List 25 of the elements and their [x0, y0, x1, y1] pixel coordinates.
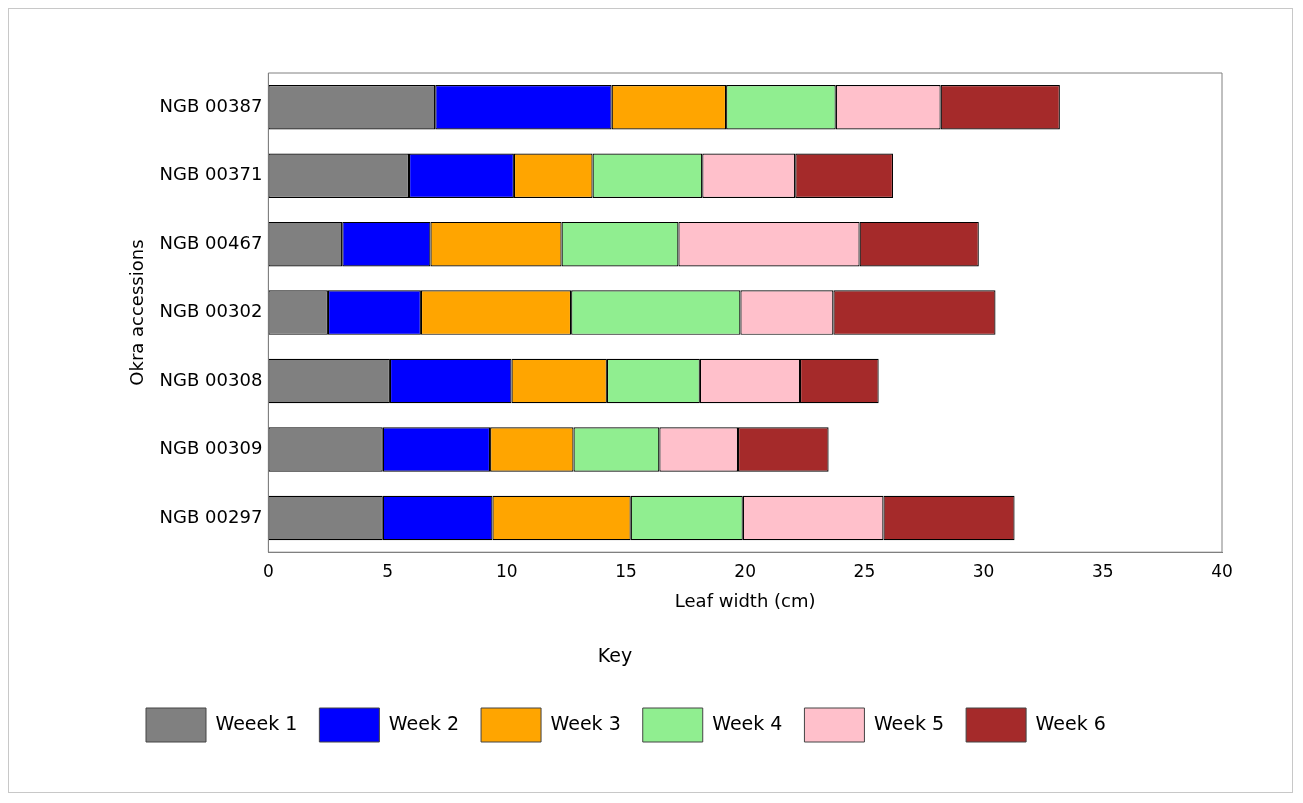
y-tick-label: NGB 00302: [159, 300, 263, 322]
legend-label: Week 6: [1035, 711, 1106, 734]
legend-label: Week 5: [873, 711, 945, 734]
y-tick-label: NGB 00387: [159, 94, 263, 116]
x-tick-label: 0: [262, 560, 274, 581]
legend-label: Week 4: [712, 711, 783, 734]
x-tick-label: 10: [495, 560, 518, 581]
x-tick-label: 40: [1211, 560, 1233, 581]
legend-label: Weeek 1: [215, 711, 298, 734]
x-axis-title: Leaf width (cm): [674, 590, 816, 612]
x-tick-label: 25: [853, 560, 876, 581]
y-tick-label: NGB 00308: [159, 368, 263, 390]
legend-label: Week 3: [550, 711, 621, 734]
x-tick-label: 20: [734, 560, 756, 581]
y-tick-label: NGB 00467: [159, 231, 263, 253]
legend-label: Week 2: [388, 711, 460, 734]
y-axis-title: Okra accessions: [126, 239, 148, 386]
legend-title: Key: [597, 643, 633, 666]
x-tick-label: 15: [615, 560, 637, 581]
y-tick-label: NGB 00309: [159, 437, 263, 459]
y-tick-label: NGB 00297: [159, 505, 263, 527]
y-tick-label: NGB 00371: [159, 163, 263, 185]
x-tick-label: 30: [972, 560, 995, 581]
x-tick-label: 5: [382, 560, 393, 581]
x-tick-label: 35: [1091, 560, 1114, 581]
